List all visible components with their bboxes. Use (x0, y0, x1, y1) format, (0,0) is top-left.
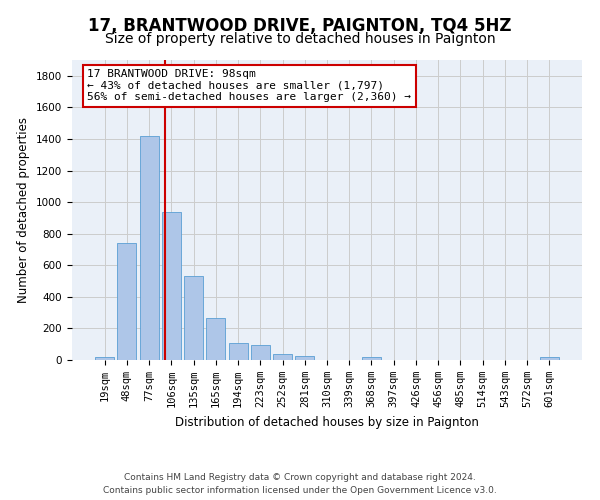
Text: 17, BRANTWOOD DRIVE, PAIGNTON, TQ4 5HZ: 17, BRANTWOOD DRIVE, PAIGNTON, TQ4 5HZ (88, 18, 512, 36)
Bar (540, 357, 559, 360)
Bar (206, 318, 225, 360)
Bar (295, 356, 314, 360)
Text: 17 BRANTWOOD DRIVE: 98sqm
← 43% of detached houses are smaller (1,797)
56% of se: 17 BRANTWOOD DRIVE: 98sqm ← 43% of detac… (88, 69, 412, 102)
Bar (162, 212, 181, 360)
X-axis label: Distribution of detached houses by size in Paignton: Distribution of detached houses by size … (175, 416, 479, 428)
Bar (251, 345, 270, 360)
Y-axis label: Number of detached properties: Number of detached properties (17, 117, 31, 303)
Bar (229, 344, 248, 360)
Bar (118, 243, 136, 360)
Bar (95, 356, 114, 360)
Bar (273, 354, 292, 360)
Bar (140, 136, 158, 360)
Bar (184, 276, 203, 360)
Bar (362, 357, 381, 360)
Text: Size of property relative to detached houses in Paignton: Size of property relative to detached ho… (104, 32, 496, 46)
Text: Contains HM Land Registry data © Crown copyright and database right 2024.
Contai: Contains HM Land Registry data © Crown c… (103, 474, 497, 495)
